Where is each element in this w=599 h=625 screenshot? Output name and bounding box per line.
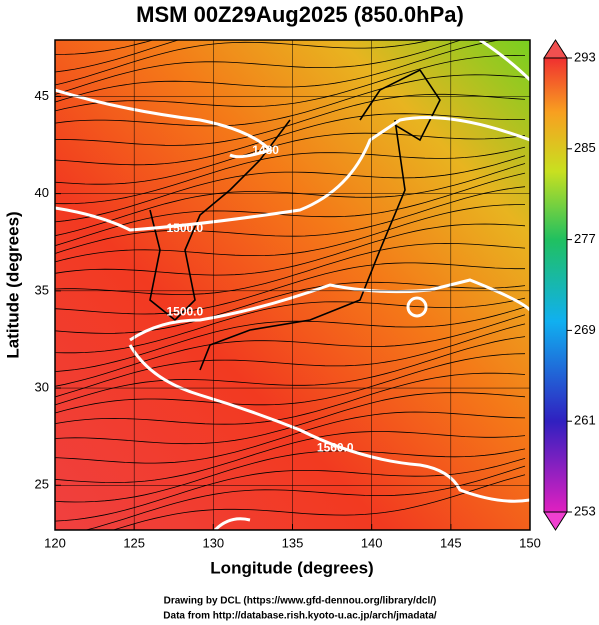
- contour-label: 1560.0: [317, 441, 354, 455]
- streamline: [55, 411, 526, 465]
- x-tick-label: 145: [440, 535, 462, 550]
- credit: Data from http://database.rish.kyoto-u.a…: [163, 611, 437, 622]
- streamline: [55, 163, 526, 237]
- colorbar-tick-label: 293: [574, 49, 596, 64]
- x-tick-label: 150: [519, 535, 541, 550]
- streamline: [55, 40, 433, 86]
- streamline: [55, 353, 526, 420]
- contour-label: 1500.0: [166, 304, 203, 318]
- x-axis-label: Longitude (degrees): [210, 558, 373, 577]
- x-tick-label: 140: [361, 535, 383, 550]
- colorbar: [543, 57, 568, 513]
- y-tick-label: 40: [35, 185, 49, 200]
- colorbar-top-arrow: [543, 39, 568, 59]
- title: MSM 00Z29Aug2025 (850.0hPa): [136, 2, 464, 27]
- streamline: [55, 323, 526, 398]
- streamline: [55, 146, 526, 205]
- x-tick-label: 120: [44, 535, 66, 550]
- streamline: [55, 242, 526, 300]
- colorbar-tick-label: 269: [574, 322, 596, 337]
- streamline: [55, 465, 526, 530]
- colorbar-tick-label: 285: [574, 140, 596, 155]
- y-tick-label: 30: [35, 379, 49, 394]
- streamline: [55, 40, 155, 55]
- streamline: [55, 186, 526, 255]
- x-tick-label: 130: [202, 535, 224, 550]
- streamline: [55, 132, 526, 185]
- x-tick-label: 135: [282, 535, 304, 550]
- colorbar-bottom-arrow: [543, 511, 568, 531]
- y-axis-label: Latitude (degrees): [3, 211, 22, 358]
- y-tick-label: 25: [35, 477, 49, 492]
- streamline: [55, 40, 463, 95]
- streamline: [55, 223, 526, 285]
- credit: Drawing by DCL (https://www.gfd-dennou.o…: [164, 596, 437, 607]
- streamline: [55, 172, 526, 247]
- streamline: [55, 40, 502, 105]
- y-tick-label: 45: [35, 88, 49, 103]
- contour-label: 1500.0: [166, 221, 203, 235]
- streamline: [55, 314, 526, 387]
- streamline: [55, 297, 526, 354]
- streamline: [55, 40, 180, 73]
- x-tick-label: 125: [123, 535, 145, 550]
- streamline: [55, 392, 526, 450]
- streamline: [55, 74, 526, 135]
- streamline: [55, 113, 526, 166]
- streamline: [55, 431, 526, 484]
- streamline: [55, 448, 526, 503]
- contour-label: 1480: [252, 143, 279, 157]
- streamline: [55, 336, 526, 406]
- colorbar-tick-label: 261: [574, 413, 596, 428]
- streamline: [55, 54, 526, 120]
- streamline: [55, 306, 526, 373]
- streamlines: [55, 40, 526, 530]
- y-tick-label: 35: [35, 282, 49, 297]
- colorbar-tick-label: 277: [574, 231, 596, 246]
- streamline: [55, 155, 526, 223]
- streamline: [55, 372, 526, 435]
- colorbar-tick-label: 253: [574, 503, 596, 518]
- streamline: [55, 262, 525, 315]
- coastline: [149, 68, 441, 371]
- height-contours: [55, 40, 530, 530]
- streamline: [55, 204, 525, 270]
- streamline: [112, 474, 526, 530]
